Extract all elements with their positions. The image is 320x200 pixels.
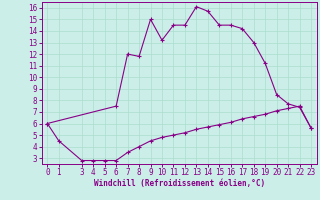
- X-axis label: Windchill (Refroidissement éolien,°C): Windchill (Refroidissement éolien,°C): [94, 179, 265, 188]
